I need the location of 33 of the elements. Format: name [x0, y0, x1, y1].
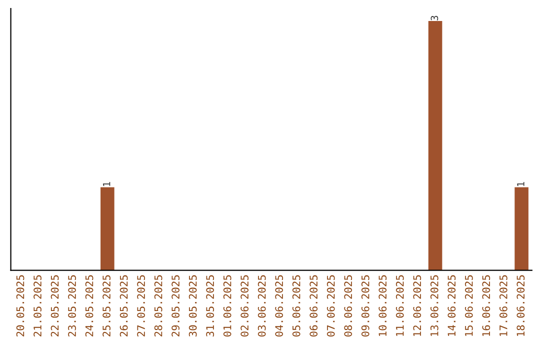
x-tick-label: 13.06.2025 — [430, 275, 438, 336]
x-tick-label: 05.06.2025 — [292, 275, 300, 336]
x-tick-label: 09.06.2025 — [361, 275, 370, 336]
x-tick-label: 22.05.2025 — [50, 275, 59, 336]
x-tick-label: 14.06.2025 — [448, 275, 456, 336]
x-tick-label: 24.05.2025 — [85, 275, 94, 336]
data-label: 1 — [517, 182, 524, 186]
x-tick-label: 28.05.2025 — [154, 275, 162, 336]
x-tick-label: 11.06.2025 — [396, 275, 404, 336]
x-tick-label: 25.05.2025 — [102, 275, 110, 336]
x-tick-label: 07.06.2025 — [326, 275, 335, 336]
x-tick-label: 02.06.2025 — [240, 275, 249, 336]
x-tick-label: 04.06.2025 — [275, 275, 284, 336]
data-label: 3 — [430, 16, 438, 20]
data-label: 1 — [103, 182, 110, 186]
x-tick-label: 16.06.2025 — [482, 275, 490, 336]
x-tick-label: 15.06.2025 — [464, 275, 473, 336]
x-tick-label: 17.06.2025 — [499, 275, 508, 336]
x-tick-label: 30.05.2025 — [188, 275, 197, 336]
x-tick-label: 20.05.2025 — [16, 275, 24, 336]
x-tick-label: 01.06.2025 — [223, 275, 232, 336]
x-tick-label: 23.05.2025 — [68, 275, 76, 336]
x-tick-label: 27.05.2025 — [137, 275, 145, 336]
x-tick-label: 08.06.2025 — [344, 275, 352, 336]
x-tick-label: 06.06.2025 — [310, 275, 318, 336]
x-tick-label: 29.05.2025 — [172, 275, 180, 336]
x-tick-label: 03.06.2025 — [258, 275, 266, 336]
x-tick-label: 18.06.2025 — [516, 275, 525, 336]
x-tick-label: 10.06.2025 — [378, 275, 387, 336]
x-tick-label: 21.05.2025 — [34, 275, 42, 336]
x-tick-label: 31.05.2025 — [206, 275, 214, 336]
x-tick-label: 26.05.2025 — [120, 275, 128, 336]
x-tick-label: 12.06.2025 — [413, 275, 422, 336]
